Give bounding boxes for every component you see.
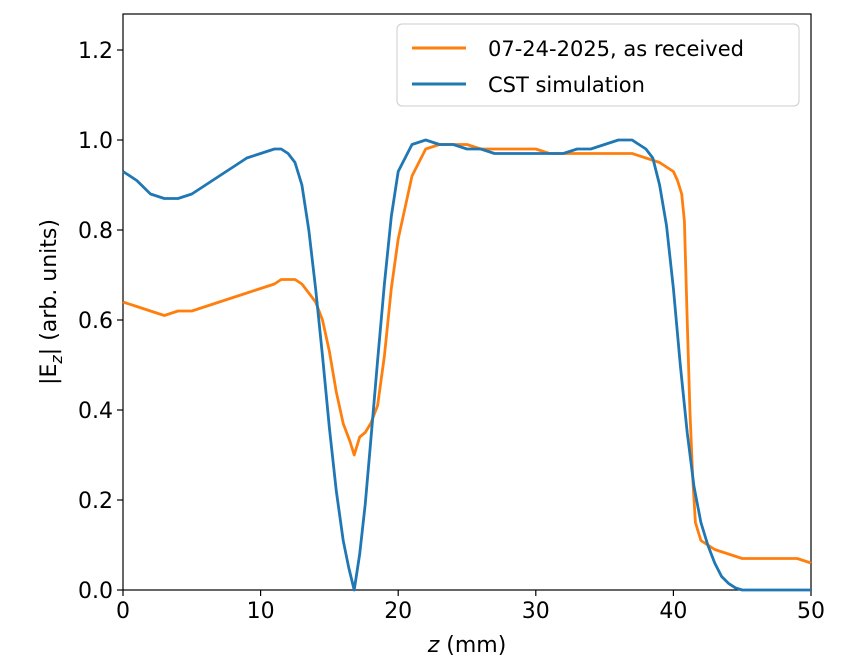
x-tick-label: 10 [247, 599, 275, 624]
y-tick-label: 0.2 [78, 489, 113, 514]
y-tick-label: 0.6 [78, 309, 113, 334]
y-tick-label: 0.8 [78, 219, 113, 244]
y-axis-label: |Ez| (arb. units) [37, 219, 66, 385]
series-line-simulation [122, 138, 811, 592]
legend-label-measured: 07-24-2025, as received [488, 37, 744, 61]
y-tick-label: 0.4 [78, 399, 113, 424]
x-tick-label: 50 [797, 599, 825, 624]
legend-label-simulation: CST simulation [488, 73, 645, 97]
x-tick-label: 30 [522, 599, 550, 624]
x-tick-label: 20 [384, 599, 412, 624]
series-layer [122, 138, 812, 592]
y-tick-label: 0.0 [78, 579, 113, 604]
x-tick-label: 40 [659, 599, 687, 624]
y-tick-label: 1.0 [78, 129, 113, 154]
x-axis-label: z (mm) [427, 633, 507, 658]
legend: 07-24-2025, as received CST simulation [396, 23, 800, 107]
legend-box [396, 23, 800, 107]
x-tick-label: 0 [116, 599, 130, 624]
axis-ticks: 0 10 20 30 40 50 0.0 0.2 0.4 0.6 0.8 1.0 1.2 [78, 39, 825, 624]
y-tick-label: 1.2 [78, 39, 113, 64]
